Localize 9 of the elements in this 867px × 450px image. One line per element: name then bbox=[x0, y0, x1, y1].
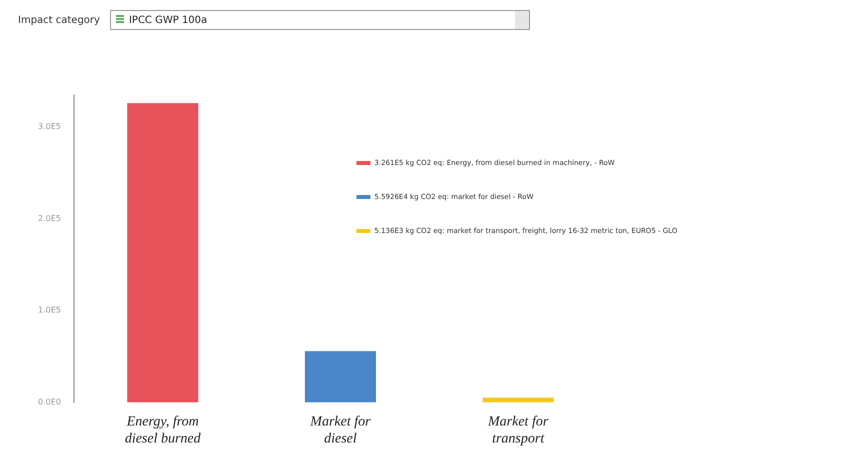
x-tick-label: Energy, from diesel burned bbox=[124, 414, 202, 446]
y-tick-label: 2.0E5 bbox=[38, 214, 61, 223]
text: IPCC GWP 100a bbox=[128, 14, 208, 26]
y-tick-label: 0.0E0 bbox=[38, 397, 61, 406]
y-tick-label: 1.0E5 bbox=[38, 306, 61, 315]
x-tick-label: Market for transport bbox=[487, 414, 549, 446]
x-tick-label: Market for diesel bbox=[309, 414, 372, 446]
y-tick-label: 3.0E5 bbox=[38, 122, 61, 132]
text: Impact category bbox=[18, 14, 100, 26]
